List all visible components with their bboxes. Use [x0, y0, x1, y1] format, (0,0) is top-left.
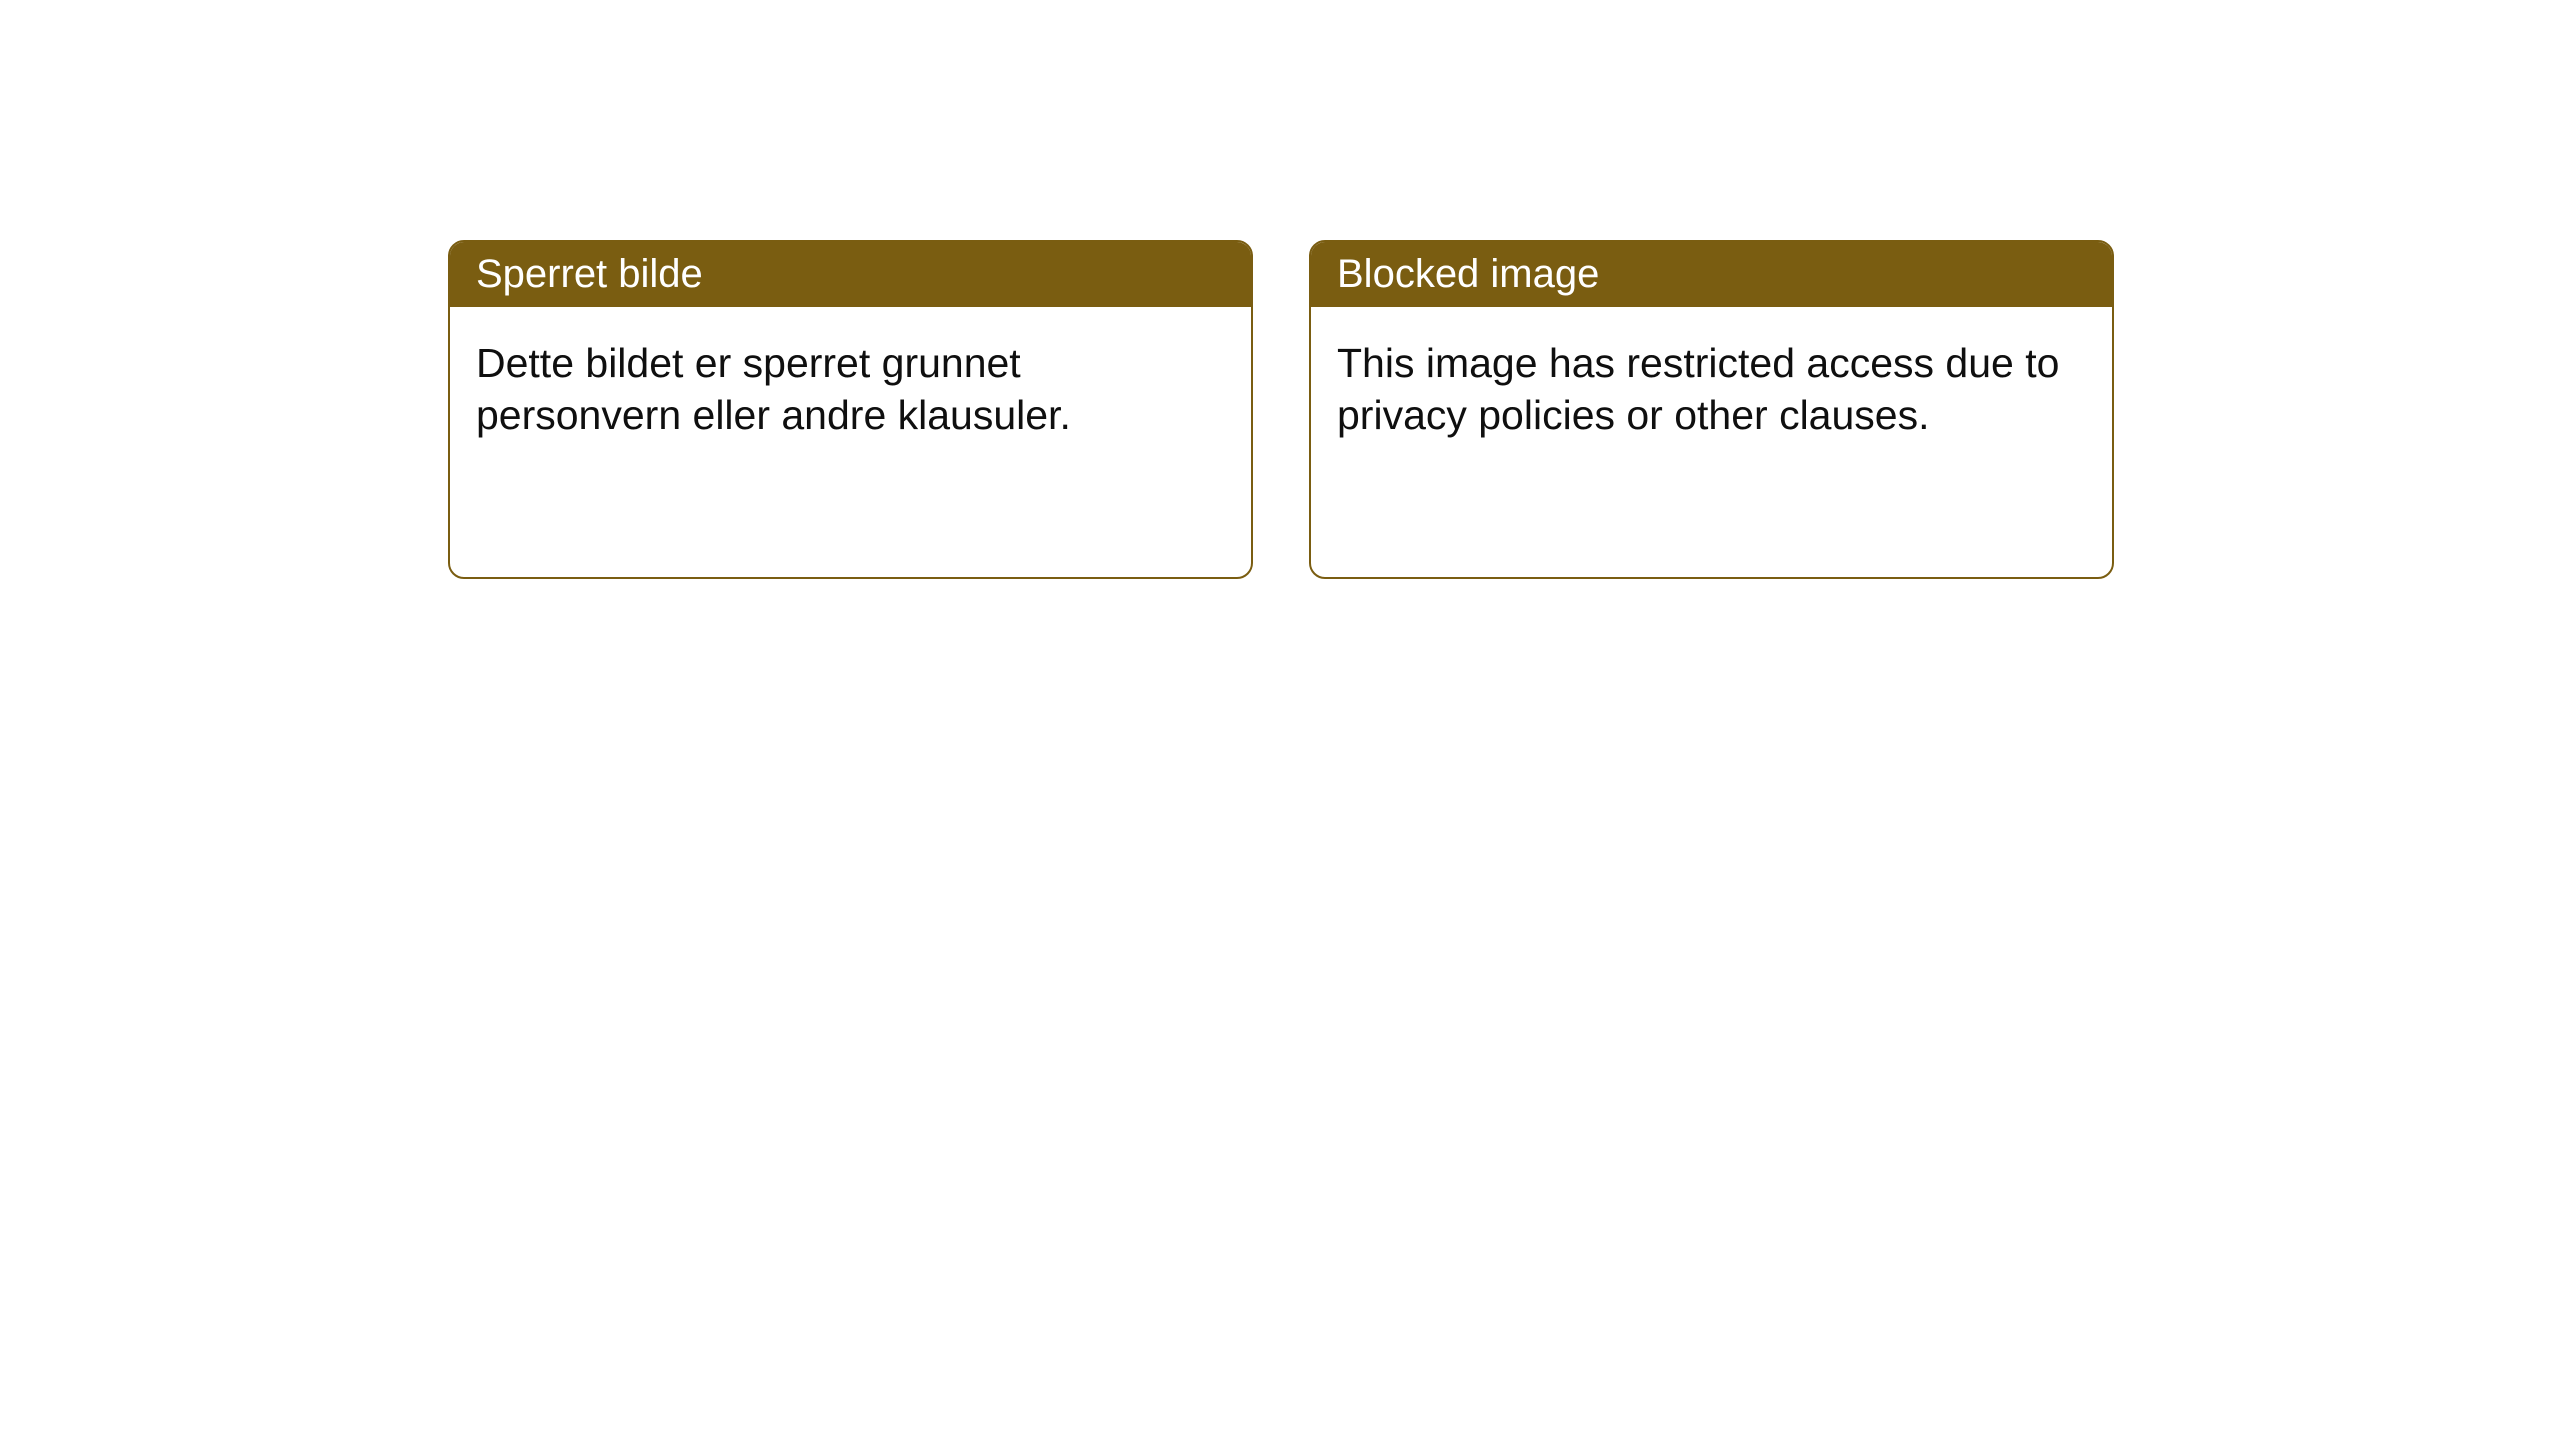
notice-header: Sperret bilde [450, 242, 1251, 307]
notice-text: This image has restricted access due to … [1337, 337, 2086, 441]
notice-card-english: Blocked image This image has restricted … [1309, 240, 2114, 579]
notice-title: Sperret bilde [476, 252, 703, 296]
notice-card-norwegian: Sperret bilde Dette bildet er sperret gr… [448, 240, 1253, 579]
notice-body: This image has restricted access due to … [1311, 307, 2112, 577]
notice-container: Sperret bilde Dette bildet er sperret gr… [0, 0, 2560, 579]
notice-title: Blocked image [1337, 252, 1599, 296]
notice-body: Dette bildet er sperret grunnet personve… [450, 307, 1251, 577]
notice-header: Blocked image [1311, 242, 2112, 307]
notice-text: Dette bildet er sperret grunnet personve… [476, 337, 1225, 441]
